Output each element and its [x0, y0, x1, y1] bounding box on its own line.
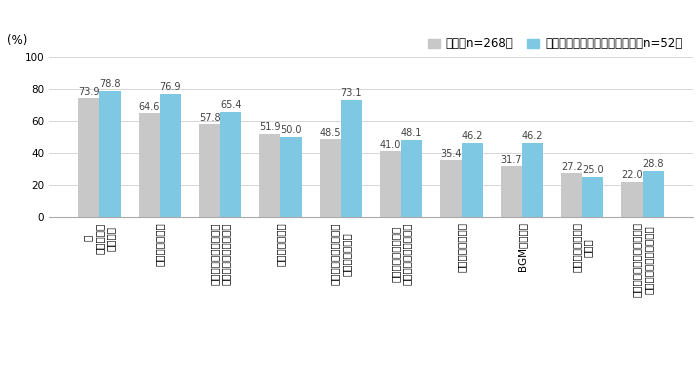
Bar	[380, 151, 401, 217]
Bar	[160, 94, 181, 217]
Bar	[78, 98, 99, 217]
Bar	[199, 124, 220, 217]
Text: 41.0: 41.0	[380, 140, 401, 150]
Bar	[561, 173, 582, 217]
Text: 31.7: 31.7	[500, 154, 522, 165]
Text: 57.8: 57.8	[199, 113, 220, 123]
Bar	[461, 143, 483, 217]
Text: 50.0: 50.0	[280, 125, 302, 135]
Bar	[522, 143, 543, 217]
Legend: 全体（n=268）, ベテランアウトドアユーザー（n=52）: 全体（n=268）, ベテランアウトドアユーザー（n=52）	[423, 33, 687, 55]
Text: 27.2: 27.2	[561, 162, 582, 172]
Text: 73.9: 73.9	[78, 87, 99, 97]
Text: 48.5: 48.5	[319, 128, 341, 138]
Y-axis label: (%): (%)	[6, 34, 27, 47]
Bar	[341, 100, 362, 217]
Text: 78.8: 78.8	[99, 79, 120, 89]
Text: 25.0: 25.0	[582, 165, 603, 175]
Text: 76.9: 76.9	[160, 82, 181, 92]
Text: 35.4: 35.4	[440, 148, 462, 159]
Text: 64.6: 64.6	[139, 102, 160, 112]
Bar	[643, 171, 664, 217]
Bar	[99, 91, 120, 217]
Bar	[259, 134, 281, 217]
Bar	[401, 140, 422, 217]
Text: 46.2: 46.2	[461, 131, 483, 141]
Bar	[320, 139, 341, 217]
Bar	[139, 113, 160, 217]
Text: 65.4: 65.4	[220, 101, 242, 110]
Text: 46.2: 46.2	[522, 131, 543, 141]
Bar	[220, 112, 242, 217]
Text: 73.1: 73.1	[341, 88, 362, 98]
Bar	[582, 177, 603, 217]
Bar	[281, 137, 302, 217]
Text: 48.1: 48.1	[401, 128, 422, 138]
Text: 51.9: 51.9	[259, 122, 281, 132]
Bar	[622, 182, 643, 217]
Text: 28.8: 28.8	[643, 159, 664, 169]
Bar	[500, 166, 522, 217]
Text: 22.0: 22.0	[621, 170, 643, 180]
Bar	[440, 160, 461, 217]
